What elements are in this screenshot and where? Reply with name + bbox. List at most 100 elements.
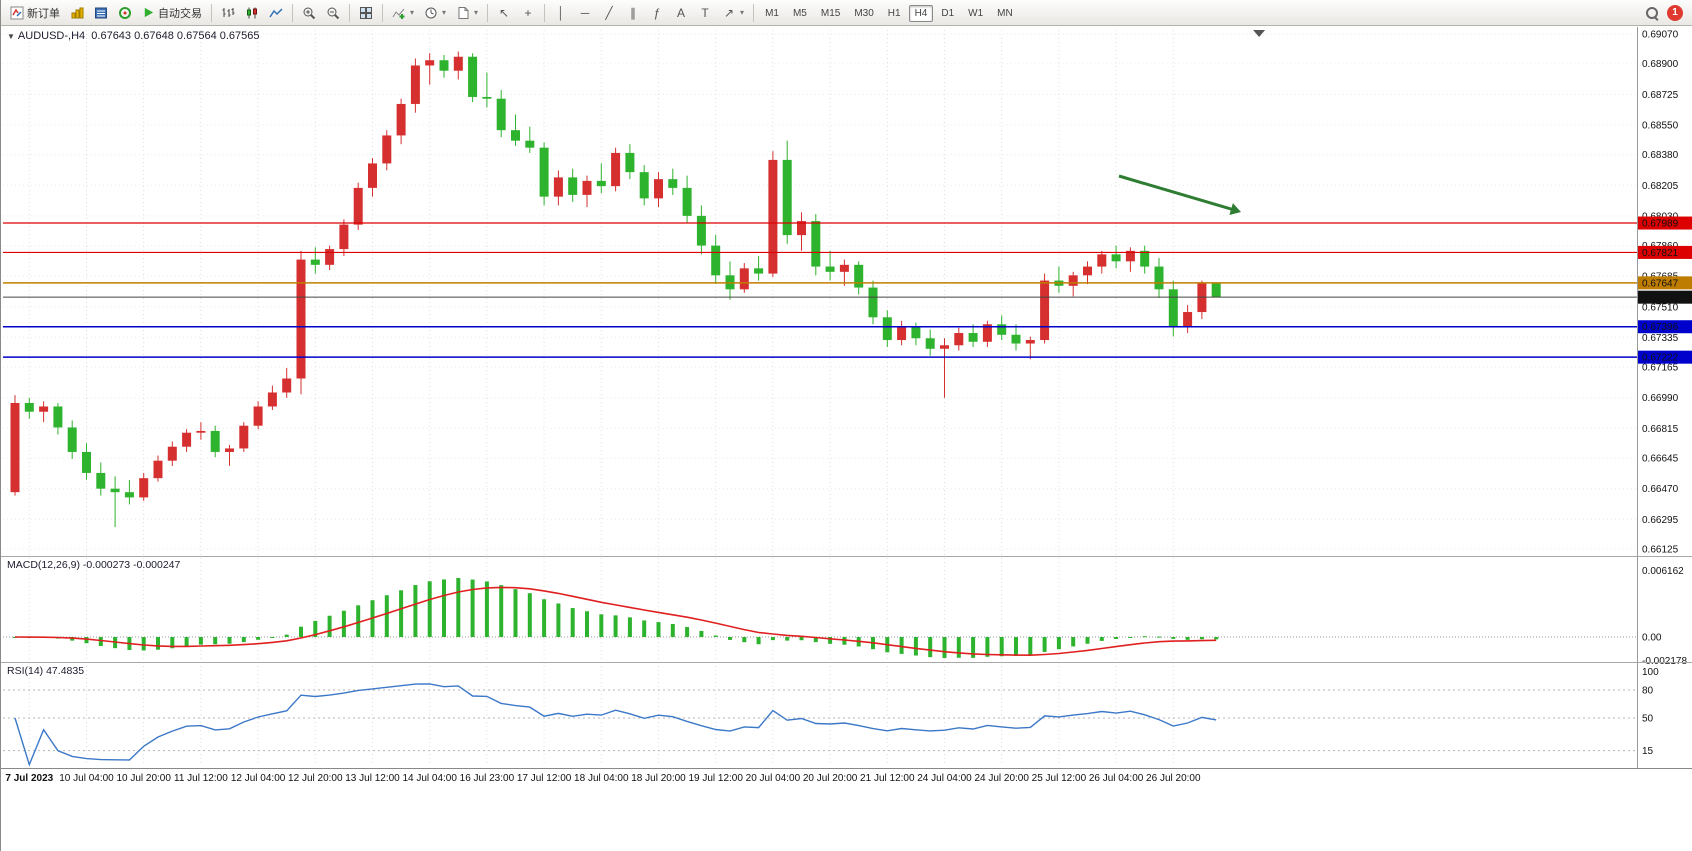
svg-text:16 Jul 23:00: 16 Jul 23:00 (460, 773, 515, 784)
toolbar-separator (487, 3, 489, 22)
timeframe-m15-button[interactable]: M15 (820, 7, 841, 19)
svg-text:13 Jul 12:00: 13 Jul 12:00 (345, 773, 400, 784)
vertical-line-button[interactable]: │ (549, 3, 573, 23)
svg-text:0.66295: 0.66295 (1642, 515, 1679, 526)
fibonacci-button[interactable]: ƒ (645, 3, 669, 23)
timeframe-mn-button[interactable]: MN (997, 7, 1013, 19)
cursor-icon: ↖ (499, 5, 510, 20)
trendline-icon: ╱ (605, 5, 613, 20)
timeframe-h4-button[interactable]: H4 (908, 4, 934, 22)
chart-canvas[interactable]: 0.69070 0.68900 0.68725 0.68550 0.68380 0.682… (1, 26, 1692, 851)
line-chart-type-icon (269, 6, 283, 20)
trend-arrow-object[interactable] (1118, 174, 1241, 216)
zoom-in-icon (302, 6, 316, 20)
chart-window[interactable]: 0.69070 0.68900 0.68725 0.68550 0.68380 0.682… (1, 26, 1692, 851)
cursor-button[interactable]: ↖ (492, 3, 516, 23)
chart-dropdown-icon[interactable]: ▼ (7, 32, 15, 41)
clock-icon (424, 6, 438, 20)
charts-button[interactable] (65, 3, 89, 23)
navigator-button[interactable] (113, 3, 137, 23)
market-watch-button[interactable] (89, 3, 113, 23)
svg-text:25 Jul 12:00: 25 Jul 12:00 (1032, 773, 1087, 784)
channel-button[interactable]: ∥ (621, 3, 645, 23)
toolbar-separator (292, 3, 293, 22)
toolbar-separator (544, 3, 546, 22)
svg-text:0.66645: 0.66645 (1642, 454, 1679, 465)
main-toolbar: 新订单 自动交易 (1, 0, 1692, 26)
candlestick-type-button[interactable] (240, 3, 264, 23)
price-badge (1638, 290, 1692, 304)
trendline-button[interactable]: ╱ (597, 3, 621, 23)
text-icon: A (677, 5, 686, 20)
ohlc-values: 0.67643 0.67648 0.67564 0.67565 (91, 30, 260, 42)
notification-badge[interactable]: 1 (1667, 4, 1683, 21)
rsi-panel[interactable]: 100 80 50 15 (3, 667, 1659, 767)
auto-trading-icon (142, 6, 155, 19)
tile-windows-icon (359, 6, 373, 20)
svg-text:24 Jul 20:00: 24 Jul 20:00 (974, 773, 1029, 784)
crosshair-button[interactable]: + (516, 3, 540, 23)
svg-text:0.006162: 0.006162 (1642, 566, 1684, 577)
svg-text:20 Jul 04:00: 20 Jul 04:00 (746, 773, 801, 784)
arrows-button[interactable]: ↗ ▾ (717, 3, 749, 23)
svg-text:12 Jul 20:00: 12 Jul 20:00 (288, 773, 343, 784)
fibonacci-icon: ƒ (653, 5, 661, 20)
svg-text:0.69070: 0.69070 (1642, 30, 1679, 41)
svg-text:0.68900: 0.68900 (1642, 59, 1679, 70)
symbol-period-label: AUDUSD-,H4 (17, 30, 86, 42)
svg-text:26 Jul 04:00: 26 Jul 04:00 (1089, 773, 1144, 784)
svg-text:18 Jul 20:00: 18 Jul 20:00 (631, 773, 686, 784)
timeframe-m1-button[interactable]: M1 (765, 7, 779, 19)
svg-text:0.67396: 0.67396 (1642, 322, 1679, 333)
svg-text:0.68205: 0.68205 (1642, 181, 1679, 192)
svg-text:0.66815: 0.66815 (1642, 424, 1679, 435)
svg-text:0.67335: 0.67335 (1642, 333, 1679, 344)
svg-text:10 Jul 20:00: 10 Jul 20:00 (116, 773, 171, 784)
timeframe-w1-button[interactable]: W1 (968, 7, 984, 19)
text-button[interactable]: A (669, 3, 693, 23)
text-label-button[interactable]: T (693, 3, 717, 23)
timeframe-m30-button[interactable]: M30 (854, 7, 874, 19)
new-order-button[interactable]: 新订单 (5, 2, 65, 24)
svg-text:19 Jul 12:00: 19 Jul 12:00 (688, 773, 743, 784)
indicators-button[interactable]: ▾ (387, 3, 419, 23)
timeframe-h1-button[interactable]: H1 (887, 7, 901, 19)
candlestick-type-icon (245, 6, 259, 20)
vertical-line-icon: │ (557, 5, 565, 20)
svg-text:0.00: 0.00 (1642, 633, 1662, 644)
new-order-icon (10, 6, 24, 20)
timeframe-d1-button[interactable]: D1 (941, 7, 955, 19)
bar-chart-type-button[interactable] (216, 3, 240, 23)
horizontal-line-button[interactable]: ─ (573, 3, 597, 23)
tile-windows-button[interactable] (354, 3, 378, 23)
svg-text:100: 100 (1642, 667, 1659, 678)
svg-text:0.66470: 0.66470 (1642, 484, 1679, 495)
dropdown-icon: ▾ (740, 8, 745, 17)
time-axis[interactable]: 7 Jul 2023 10 Jul 04:00 10 Jul 20:00 11 Jul… (5, 773, 1201, 784)
svg-text:15: 15 (1642, 746, 1654, 757)
svg-text:10 Jul 04:00: 10 Jul 04:00 (59, 773, 114, 784)
macd-panel[interactable]: 0.006162 0.00 -0.002178 (3, 566, 1687, 667)
new-order-label: 新订单 (27, 7, 60, 20)
templates-button[interactable]: ▾ (451, 3, 483, 23)
dropdown-icon: ▾ (474, 8, 479, 17)
timeframe-m5-button[interactable]: M5 (792, 7, 807, 19)
search-icon[interactable] (1645, 6, 1659, 21)
toolbar-right: 1 (1645, 4, 1689, 21)
text-label-icon: T (701, 5, 709, 20)
auto-trading-button[interactable]: 自动交易 (137, 2, 207, 24)
periodicity-button[interactable]: ▾ (419, 3, 451, 23)
toolbar-separator (753, 3, 755, 22)
price-badge (1638, 245, 1692, 259)
line-chart-type-button[interactable] (264, 3, 288, 23)
zoom-out-button[interactable] (321, 3, 345, 23)
charts-icon (70, 6, 84, 20)
bar-chart-type-icon (221, 6, 235, 20)
macd-legend: MACD(12,26,9) -0.000273 -0.000247 (7, 559, 181, 571)
arrows-icon: ↗ (724, 5, 735, 20)
zoom-in-button[interactable] (297, 3, 321, 23)
rsi-legend: RSI(14) 47.4835 (7, 665, 85, 677)
svg-text:0.67510: 0.67510 (1642, 302, 1679, 313)
chart-shift-marker[interactable] (1253, 30, 1266, 37)
